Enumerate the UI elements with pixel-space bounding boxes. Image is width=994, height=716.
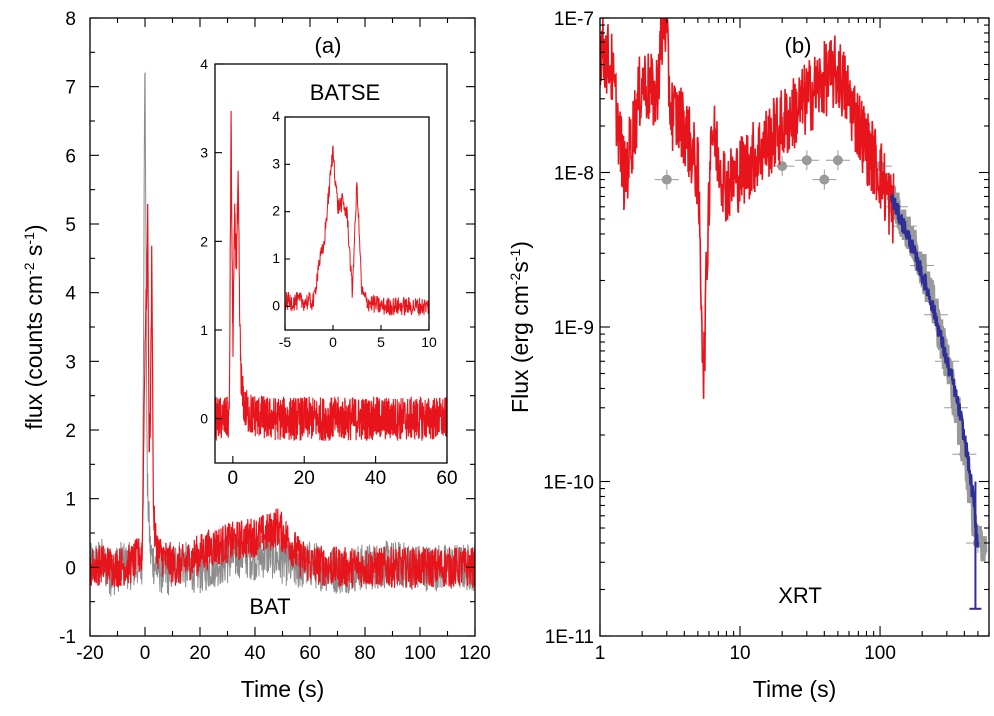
x-tick-label: -20	[76, 643, 103, 664]
y-axis-label-part: s	[21, 245, 47, 263]
y-axis-label-part: )	[21, 224, 47, 232]
y-axis-label-part: -1	[507, 249, 523, 262]
inset-y-tick-label: 3	[200, 145, 208, 161]
y-axis-label: Flux (erg cm-2s-1)	[507, 241, 533, 413]
y-tick-label: 1E-10	[543, 473, 594, 494]
y-axis-label: flux (counts cm-2 s-1)	[21, 224, 47, 429]
inset-series-line	[215, 110, 447, 441]
bat-point	[661, 174, 672, 185]
inset-zoom-x-tick-label: 5	[377, 334, 385, 350]
inset-zoom-series-line	[285, 145, 429, 317]
x-tick-label: 0	[140, 643, 151, 664]
panel-b: 1 10 100 1E-11 1E-10 1E-9 1E-8 1E-7 Time (s) Flux…	[507, 9, 990, 702]
inset-x-tick-label: 60	[436, 468, 457, 489]
inset-zoom-y-tick-label: 1	[272, 250, 280, 266]
inset-y-tick-label: 1	[200, 322, 208, 338]
y-tick-label: 1	[65, 490, 76, 511]
y-tick-label: 1E-7	[554, 9, 594, 30]
inset-y-tick-label: 0	[200, 411, 208, 427]
x-tick-label: 60	[299, 643, 320, 664]
inset-y-tick-label: 4	[200, 56, 208, 72]
y-tick-label: 1E-11	[545, 627, 594, 648]
inset-zoom-x-tick-label: -5	[279, 334, 292, 350]
x-tick-label: 10	[729, 643, 750, 664]
inset-zoom: -5 0 5 10 0 1 2 3 4	[272, 108, 437, 350]
inset-zoom-y-tick-label: 2	[272, 203, 280, 219]
bat-point	[777, 161, 788, 172]
y-tick-label: 6	[65, 146, 76, 167]
inset-zoom-x-tick-label: 0	[329, 334, 337, 350]
panel-label: (a)	[315, 33, 342, 58]
y-axis-label-part: -2	[507, 272, 523, 285]
y-tick-label: 5	[65, 215, 76, 236]
x-axis-label: Time (s)	[241, 676, 324, 702]
inset-zoom-y-tick-label: 4	[272, 108, 280, 124]
y-axis-label-part: )	[507, 241, 533, 249]
x-tick-label: 80	[354, 643, 375, 664]
x-tick-label: 40	[244, 643, 265, 664]
series-batse-line	[90, 203, 475, 588]
x-tick-label: 120	[459, 643, 491, 664]
inset-zoom-x-tick-label: 10	[421, 334, 437, 350]
inset-zoom-y-tick-label: 0	[272, 297, 280, 313]
y-tick-label: 2	[65, 421, 76, 442]
bat-point	[832, 155, 843, 166]
y-axis-label-part: Flux (erg cm	[507, 285, 533, 413]
inset-label: BATSE	[310, 80, 381, 105]
bat-point	[819, 174, 830, 185]
panel-label: (b)	[785, 33, 812, 58]
y-tick-label: 1E-8	[554, 164, 594, 185]
series-batse-line	[600, 18, 895, 399]
x-tick-label: 100	[864, 643, 896, 664]
y-tick-label: -1	[59, 627, 76, 648]
y-axis-label-part: -2	[21, 262, 37, 275]
inset-zoom-frame	[284, 116, 430, 331]
inset-frame	[214, 63, 448, 464]
inset-x-tick-label: 40	[365, 468, 386, 489]
y-axis-label-part: flux (counts cm	[21, 275, 47, 430]
y-tick-label: 3	[65, 352, 76, 373]
inset-zoom-y-tick-label: 3	[272, 155, 280, 171]
y-tick-label: 0	[65, 558, 76, 579]
y-tick-label: 4	[65, 284, 76, 305]
bat-point	[801, 155, 812, 166]
bat-annotation: BAT	[249, 594, 290, 619]
inset-x-tick-label: 0	[228, 468, 239, 489]
xrt-annotation: XRT	[778, 583, 822, 608]
x-tick-label: 1	[595, 643, 606, 664]
x-tick-label: 20	[189, 643, 210, 664]
inset-batse: 0 20 40 60 0 1 2 3 4 BATSE -5 0 5 10 0 1 2 3 4	[200, 56, 457, 489]
y-tick-label: 7	[65, 78, 76, 99]
series-bat-line	[883, 172, 988, 562]
series-xrt-line	[889, 192, 980, 548]
inset-y-tick-label: 2	[200, 233, 208, 249]
y-axis-label-part: s	[507, 261, 533, 273]
x-axis-label: Time (s)	[753, 676, 836, 702]
x-tick-label: 100	[404, 643, 436, 664]
inset-x-tick-label: 20	[294, 468, 315, 489]
y-axis-label-part: -1	[21, 232, 37, 245]
y-tick-label: 1E-9	[554, 318, 594, 339]
y-tick-label: 8	[65, 9, 76, 30]
